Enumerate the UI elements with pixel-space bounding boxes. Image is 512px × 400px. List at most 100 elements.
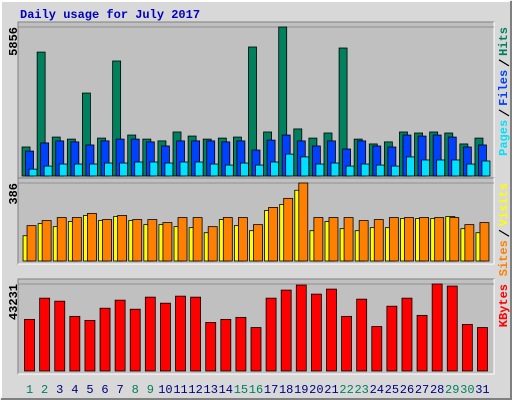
bar — [285, 153, 295, 177]
x-tick-label: 19 — [294, 383, 308, 397]
x-tick-label: 8 — [132, 383, 139, 397]
bar — [220, 318, 232, 372]
bar — [164, 162, 174, 177]
bar — [160, 302, 171, 372]
bar — [388, 217, 399, 262]
chart-title: Daily usage for July 2017 — [20, 8, 200, 22]
bar — [268, 207, 278, 262]
bar — [209, 163, 219, 177]
bar — [250, 327, 262, 372]
bar — [177, 217, 188, 262]
bar — [358, 220, 369, 262]
x-tick-label: 2 — [41, 383, 48, 397]
bar — [26, 225, 37, 262]
legend: Sites Visits — [497, 183, 511, 276]
y-tick-label: 43231 — [7, 284, 21, 320]
bar — [464, 224, 475, 262]
bar — [84, 319, 96, 372]
x-tick-label: 29 — [445, 383, 459, 397]
bar — [89, 163, 98, 177]
legend-separator — [498, 109, 510, 117]
x-tick-label: 25 — [385, 383, 399, 397]
bar — [144, 296, 156, 372]
bar — [401, 297, 413, 372]
x-tick-label: 1 — [26, 383, 33, 397]
bar — [451, 159, 461, 177]
bar — [149, 161, 159, 177]
x-tick-label: 16 — [249, 383, 263, 397]
bar — [466, 163, 476, 177]
legend-label: Visits — [497, 183, 511, 226]
bar — [224, 164, 234, 177]
x-tick-label: 9 — [147, 383, 154, 397]
x-tick-label: 11 — [173, 383, 187, 397]
x-tick-label: 6 — [101, 383, 108, 397]
bar — [300, 156, 310, 177]
bar — [461, 324, 473, 372]
bar — [328, 217, 339, 262]
bar — [71, 217, 82, 262]
bar — [479, 222, 490, 262]
bar — [147, 219, 158, 262]
bar — [375, 164, 385, 177]
bar — [265, 297, 277, 372]
bar — [69, 315, 81, 372]
bar — [194, 161, 204, 177]
legend-label: Files — [497, 70, 511, 106]
bar — [175, 295, 186, 372]
bar — [99, 307, 111, 372]
legend-label: Pages — [497, 120, 511, 156]
x-tick-label: 14 — [219, 383, 233, 397]
x-tick-label: 23 — [354, 383, 368, 397]
bar — [117, 215, 128, 262]
bar — [434, 217, 445, 262]
legend: KBytes — [497, 284, 511, 327]
bar — [102, 219, 112, 262]
bar — [313, 217, 324, 262]
bar — [114, 299, 126, 372]
bar — [360, 163, 370, 177]
y-tick-label: 386 — [7, 183, 21, 205]
bar — [240, 162, 249, 177]
bar — [235, 316, 247, 372]
bar — [41, 220, 52, 262]
bar — [449, 217, 460, 262]
x-tick-label: 22 — [339, 383, 353, 397]
bar — [330, 162, 340, 177]
bar — [343, 217, 354, 262]
bar — [87, 213, 97, 262]
x-tick-label: 26 — [400, 383, 414, 397]
x-tick-label: 10 — [158, 383, 172, 397]
bar — [280, 289, 292, 372]
x-tick-label: 13 — [204, 383, 218, 397]
bar — [134, 161, 144, 177]
bar — [253, 224, 263, 262]
bar — [419, 217, 429, 262]
bar — [283, 197, 294, 262]
bar — [255, 164, 264, 177]
bar — [326, 288, 337, 372]
bar — [238, 217, 248, 262]
bar — [446, 285, 458, 372]
y-tick-label: 5856 — [7, 27, 21, 56]
x-tick-label: 31 — [475, 383, 489, 397]
legend-separator — [498, 59, 510, 67]
x-tick-label: 21 — [324, 383, 338, 397]
bar — [162, 222, 173, 262]
bar — [28, 168, 38, 177]
x-tick-label: 27 — [415, 383, 429, 397]
bar — [390, 165, 400, 177]
x-tick-label: 24 — [370, 383, 384, 397]
bar — [270, 161, 279, 177]
x-tick-label: 28 — [430, 383, 444, 397]
bar — [39, 297, 51, 372]
bar — [341, 315, 352, 372]
panel-bevel — [18, 279, 495, 375]
bar — [56, 217, 67, 262]
bar — [222, 217, 233, 262]
x-tick-label: 20 — [309, 383, 323, 397]
bar — [315, 163, 325, 177]
bar — [371, 326, 383, 372]
